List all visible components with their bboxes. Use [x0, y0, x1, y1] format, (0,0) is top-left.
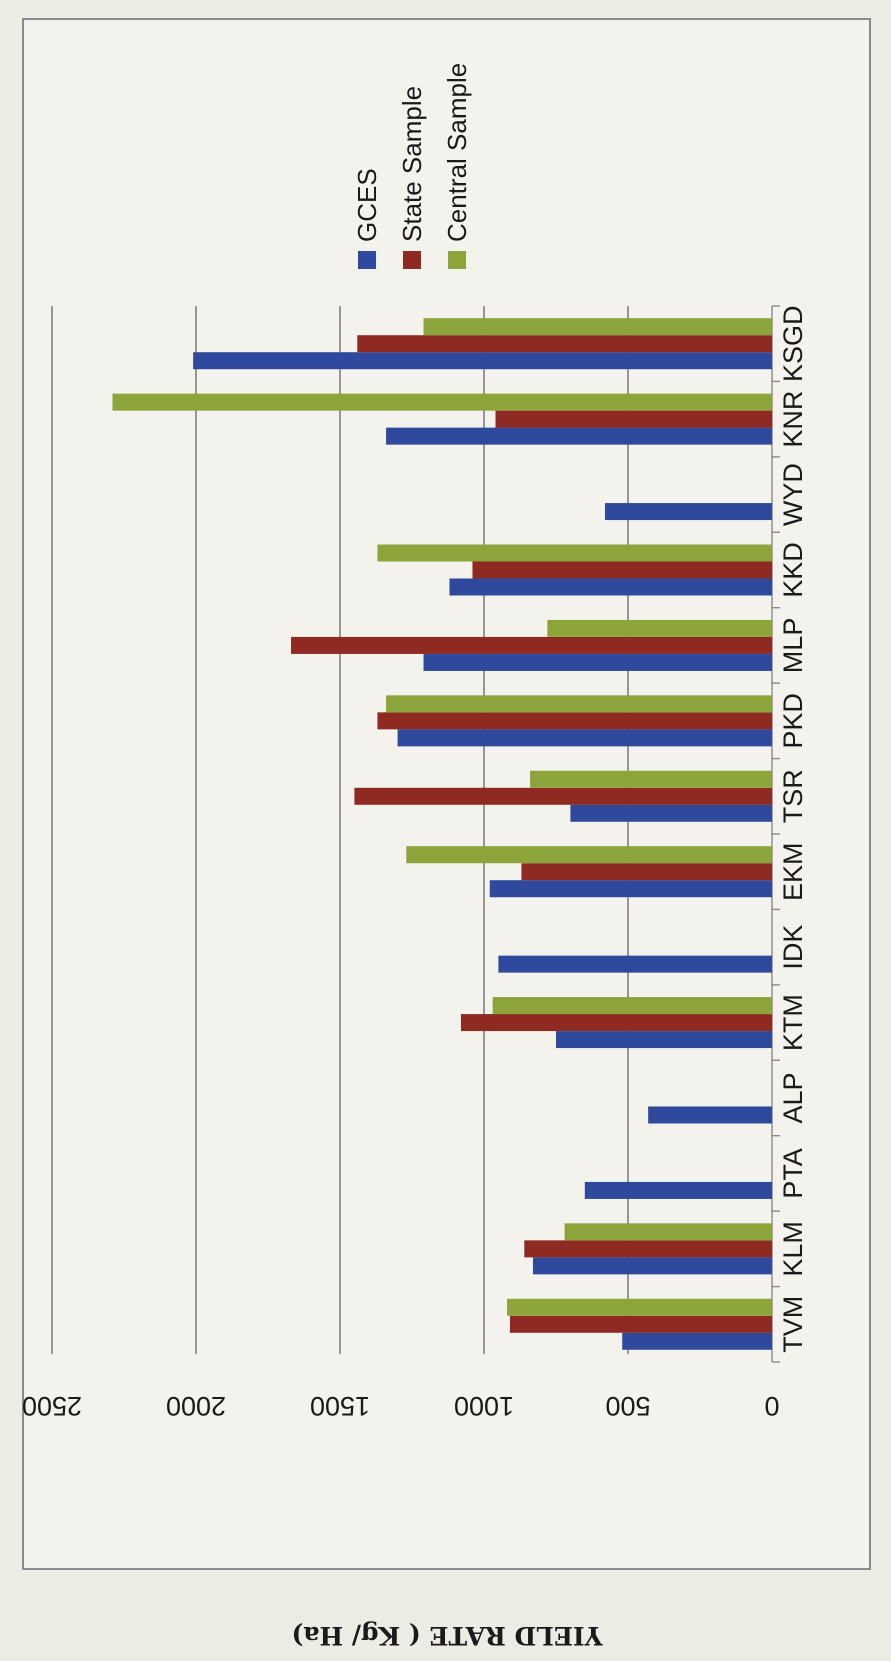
- value-tick-label: 2000: [166, 1391, 226, 1421]
- bar-state-sample-tsr: [354, 787, 772, 805]
- value-axis-title: YIELD RATE ( Kg/ Ha): [292, 1621, 604, 1650]
- legend-label-state-sample: State Sample: [397, 86, 427, 242]
- bar-central-sample-knr: [112, 393, 773, 411]
- bar-central-sample-tvm: [507, 1298, 772, 1316]
- bar-state-sample-knr: [495, 410, 772, 428]
- bar-central-sample-mlp: [547, 619, 772, 637]
- chart-frame: 0 500 1000 1500 2000 2500 TVM KLM PTA ALP KTM IDK EK…: [22, 18, 871, 1650]
- bar-central-sample-kkd: [377, 544, 772, 562]
- legend-label-central-sample: Central Sample: [442, 63, 472, 242]
- bar-gces-ksgd: [193, 352, 772, 370]
- bar-state-sample-pkd: [377, 712, 772, 730]
- category-label: KLM: [778, 1221, 808, 1277]
- legend-label-gces: GCES: [352, 168, 382, 242]
- category-label: IDK: [778, 925, 808, 970]
- category-label: ALP: [778, 1072, 808, 1123]
- bar-gces-alp: [648, 1106, 772, 1124]
- bar-gces-wyd: [604, 503, 772, 521]
- bar-gces-pkd: [397, 729, 772, 747]
- value-tick-label: 0: [764, 1391, 779, 1421]
- bar-gces-klm: [532, 1257, 772, 1275]
- bar-gces-tvm: [622, 1332, 772, 1350]
- value-tick-label: 1500: [310, 1391, 370, 1421]
- bar-central-sample-ksgd: [423, 318, 772, 336]
- bar-state-sample-tvm: [509, 1315, 772, 1333]
- category-label: KSGD: [778, 305, 808, 382]
- bar-gces-ktm: [556, 1031, 772, 1049]
- bar-gces-idk: [498, 955, 772, 973]
- bar-state-sample-ksgd: [357, 335, 772, 353]
- bar-gces-mlp: [423, 653, 772, 671]
- category-label: PTA: [778, 1148, 808, 1199]
- value-tick-label: 500: [605, 1391, 650, 1421]
- bar-state-sample-mlp: [291, 636, 772, 654]
- bar-chart: 0 500 1000 1500 2000 2500 TVM KLM PTA ALP KTM IDK EK…: [22, 63, 808, 1650]
- category-label: WYD: [778, 463, 808, 526]
- bar-gces-ekm: [489, 880, 772, 898]
- bar-central-sample-klm: [564, 1223, 772, 1241]
- category-label: KNR: [778, 391, 808, 448]
- bar-gces-tsr: [570, 804, 772, 822]
- legend-swatch-state-sample: [403, 251, 421, 269]
- bar-state-sample-kkd: [472, 561, 772, 579]
- category-label: PKD: [778, 693, 808, 749]
- value-tick-label: 2500: [22, 1391, 82, 1421]
- category-label: EKM: [778, 842, 808, 901]
- bar-central-sample-ktm: [492, 997, 772, 1015]
- bar-central-sample-ekm: [406, 846, 772, 864]
- bar-gces-kkd: [449, 578, 772, 596]
- category-label: KKD: [778, 542, 808, 598]
- legend-swatch-central-sample: [448, 251, 466, 269]
- value-tick-label: 1000: [454, 1391, 514, 1421]
- bar-central-sample-pkd: [386, 695, 772, 713]
- bar-central-sample-tsr: [530, 770, 772, 788]
- bar-state-sample-ktm: [460, 1014, 772, 1032]
- bar-state-sample-ekm: [521, 863, 772, 881]
- bar-state-sample-klm: [524, 1240, 772, 1258]
- legend-swatch-gces: [358, 251, 376, 269]
- bar-gces-pta: [584, 1181, 772, 1199]
- category-label: TSR: [778, 769, 808, 823]
- category-label: TVM: [778, 1296, 808, 1353]
- category-label: MLP: [778, 618, 808, 674]
- bar-gces-knr: [386, 427, 772, 445]
- category-label: KTM: [778, 994, 808, 1051]
